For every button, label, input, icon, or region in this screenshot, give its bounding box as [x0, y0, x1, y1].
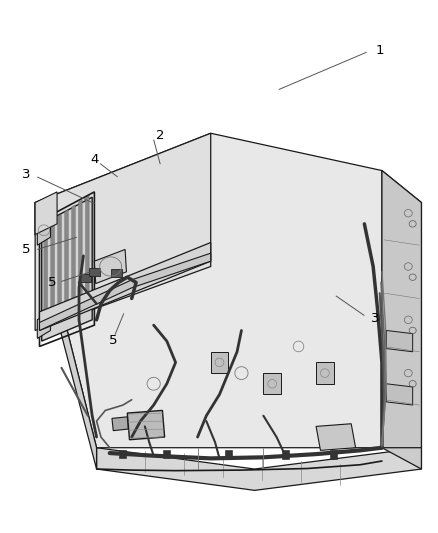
Polygon shape: [35, 192, 57, 235]
Polygon shape: [94, 249, 126, 284]
Polygon shape: [385, 330, 412, 352]
Polygon shape: [381, 171, 420, 469]
Polygon shape: [281, 450, 288, 458]
Polygon shape: [44, 224, 47, 330]
Polygon shape: [37, 312, 50, 338]
Polygon shape: [35, 133, 381, 448]
Polygon shape: [315, 424, 355, 450]
Polygon shape: [112, 417, 128, 431]
Polygon shape: [163, 450, 170, 458]
Polygon shape: [71, 205, 75, 308]
Polygon shape: [96, 448, 420, 490]
Text: 5: 5: [47, 276, 56, 289]
Polygon shape: [85, 195, 89, 296]
Text: 3: 3: [22, 168, 31, 181]
Polygon shape: [80, 274, 91, 282]
Polygon shape: [35, 203, 96, 469]
Polygon shape: [39, 243, 210, 330]
Polygon shape: [111, 269, 121, 277]
Polygon shape: [224, 450, 231, 458]
Text: 5: 5: [22, 243, 31, 256]
Text: 5: 5: [109, 334, 117, 346]
Polygon shape: [119, 450, 126, 458]
Polygon shape: [385, 384, 412, 405]
Polygon shape: [42, 197, 92, 341]
Text: 2: 2: [155, 130, 164, 142]
Polygon shape: [65, 210, 68, 313]
Polygon shape: [89, 268, 99, 276]
Polygon shape: [127, 410, 164, 440]
Polygon shape: [39, 253, 210, 330]
Polygon shape: [329, 450, 336, 458]
Polygon shape: [381, 171, 420, 448]
Polygon shape: [263, 373, 280, 394]
Polygon shape: [210, 352, 228, 373]
Polygon shape: [35, 133, 210, 330]
Polygon shape: [58, 215, 61, 319]
Text: 1: 1: [374, 44, 383, 57]
Polygon shape: [78, 200, 82, 302]
Text: 4: 4: [90, 154, 99, 166]
Polygon shape: [37, 213, 50, 245]
Text: 3: 3: [370, 312, 379, 325]
Polygon shape: [315, 362, 333, 384]
Polygon shape: [51, 220, 54, 325]
